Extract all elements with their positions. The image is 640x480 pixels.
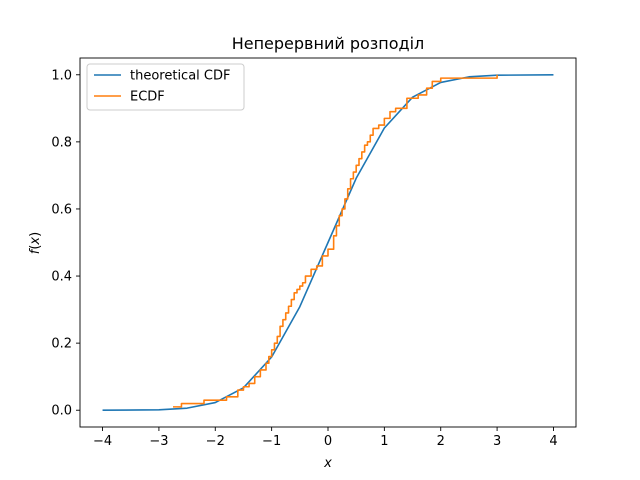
y-tick-label: 0.4 bbox=[51, 270, 72, 285]
x-tick-label: −1 bbox=[262, 434, 281, 449]
legend-box bbox=[86, 63, 245, 111]
x-tick-label: 3 bbox=[493, 434, 501, 449]
x-tick-label: 4 bbox=[549, 434, 557, 449]
y-tick-label: 0.0 bbox=[51, 404, 72, 419]
y-tick-label: 0.8 bbox=[51, 135, 72, 150]
y-axis-label: f(x) bbox=[28, 232, 43, 254]
legend: theoretical CDF ECDF bbox=[86, 63, 245, 111]
x-tick-label: 2 bbox=[437, 434, 445, 449]
y-tick-label: 1.0 bbox=[51, 68, 72, 83]
x-tick-label: −3 bbox=[149, 434, 168, 449]
axes: −4 −3 −2 −1 0 1 2 3 4 0.0 0.2 0.4 0.6 0.8 1.0 bbox=[51, 57, 577, 449]
x-axis-label: x bbox=[323, 456, 332, 471]
x-tick-label: −4 bbox=[93, 434, 112, 449]
x-tick-label: 0 bbox=[324, 434, 332, 449]
x-tick-label: −2 bbox=[206, 434, 225, 449]
chart-title: Неперервний розподіл bbox=[232, 34, 425, 53]
plot-area bbox=[102, 73, 554, 412]
legend-entry-label: theoretical CDF bbox=[130, 69, 230, 84]
legend-entry-label: ECDF bbox=[130, 90, 165, 105]
x-tick-label: 1 bbox=[380, 434, 388, 449]
y-tick-label: 0.6 bbox=[51, 202, 72, 217]
y-tick-label: 0.2 bbox=[51, 337, 72, 352]
series-line-ecdf bbox=[173, 74, 498, 408]
